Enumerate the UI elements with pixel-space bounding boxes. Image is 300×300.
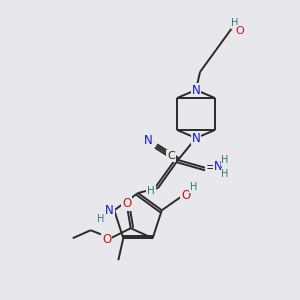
- Text: N: N: [192, 131, 200, 145]
- Text: H: H: [97, 214, 104, 224]
- Text: H: H: [221, 155, 229, 165]
- Text: =: =: [206, 161, 216, 175]
- Text: N: N: [105, 204, 114, 217]
- Text: H: H: [190, 182, 197, 192]
- Text: O: O: [236, 26, 244, 36]
- Text: N: N: [192, 83, 200, 97]
- Text: O: O: [122, 197, 131, 210]
- Text: O: O: [181, 189, 190, 202]
- Text: H: H: [147, 186, 155, 196]
- Text: C: C: [167, 151, 175, 161]
- Text: N: N: [214, 160, 222, 173]
- Text: H: H: [221, 169, 229, 179]
- Text: N: N: [144, 134, 152, 148]
- Text: O: O: [102, 233, 111, 246]
- Text: H: H: [231, 18, 239, 28]
